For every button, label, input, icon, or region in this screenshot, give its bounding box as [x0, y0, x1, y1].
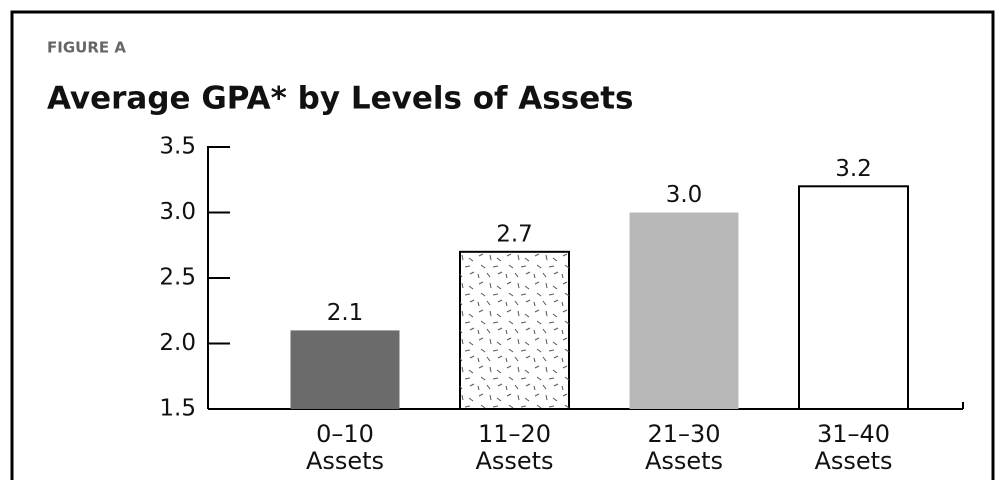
chart-title: Average GPA* by Levels of Assets [47, 81, 634, 117]
figure-label: FIGURE A [47, 39, 126, 57]
bar-speckle [460, 251, 569, 409]
bar [290, 330, 400, 409]
value-label: 2.1 [327, 300, 364, 326]
bar [629, 212, 739, 409]
y-tick-label: 2.0 [159, 330, 196, 356]
frame [10, 10, 995, 480]
y-tick-label: 2.5 [159, 265, 196, 291]
value-label: 3.2 [835, 156, 872, 182]
x-tick-label: 21–30 Assets [644, 420, 724, 475]
x-tick-label: 0–10 Assets [305, 420, 385, 475]
value-label: 3.0 [666, 182, 703, 208]
y-tick-label: 1.5 [159, 396, 196, 422]
x-tick-label: 11–20 Assets [475, 420, 554, 475]
y-tick-label: 3.0 [159, 199, 196, 225]
x-tick-label: 31–40 Assets [814, 420, 893, 475]
value-label: 2.7 [496, 221, 533, 247]
y-tick-label: 3.5 [159, 134, 196, 160]
bar [798, 185, 909, 410]
